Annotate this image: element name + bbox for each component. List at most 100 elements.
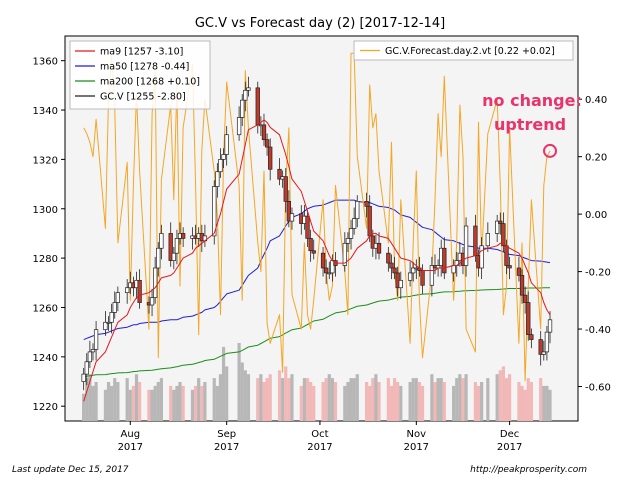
candle-body [264, 139, 270, 148]
y-left-tick-label: 1240 [33, 353, 58, 364]
volume-bar [178, 382, 182, 421]
volume-bar [442, 382, 446, 421]
candle [364, 192, 369, 218]
volume-bar [150, 389, 154, 421]
volume-bar [85, 378, 89, 421]
candle-body [495, 220, 500, 234]
candle-body [364, 201, 369, 207]
candle [538, 330, 543, 366]
candle [174, 229, 180, 265]
candle [115, 286, 121, 312]
legend-label-ma9: ma9 [1257 -3.10] [100, 47, 183, 58]
candle-body [156, 247, 161, 269]
volume-bar [386, 378, 390, 421]
candle [112, 291, 117, 319]
candle [137, 269, 142, 309]
candle [348, 219, 354, 250]
volume-bar [346, 382, 350, 421]
volume-bar [377, 382, 381, 421]
candle [429, 256, 435, 297]
candle-body [389, 262, 394, 269]
candle [529, 328, 534, 349]
volume-bar [138, 382, 142, 421]
y-right-tick-label: -0.60 [585, 383, 611, 394]
candle [93, 321, 99, 361]
candle-body [479, 245, 484, 269]
volume-bar [436, 378, 440, 421]
candle-body [351, 218, 357, 229]
candle-body [261, 124, 267, 141]
volume-bar [197, 378, 201, 421]
volume-bar [284, 366, 288, 421]
candle-body [348, 228, 354, 239]
candle-body [286, 201, 292, 222]
candle-body [277, 168, 282, 180]
volume-bars [82, 343, 552, 421]
candle-body [240, 99, 245, 118]
candle-body [541, 351, 546, 355]
candle-body [376, 242, 382, 254]
x-tick-label-year: 2017 [497, 442, 522, 453]
candle-body [342, 242, 347, 266]
candle [81, 367, 86, 391]
candle-body [106, 321, 111, 324]
candle [376, 232, 382, 260]
volume-bar [321, 382, 325, 421]
chart-title: GC.V vs Forecast day (2) [2017-12-14] [195, 16, 445, 31]
candle-body [283, 176, 288, 202]
volume-bar [225, 366, 229, 421]
candle [305, 209, 310, 248]
candle [149, 288, 155, 317]
volume-bar [414, 378, 418, 421]
volume-bar [240, 362, 244, 421]
volume-bar [508, 374, 512, 421]
candle-body [243, 89, 248, 101]
candle [224, 126, 229, 166]
candle-body [168, 233, 173, 261]
candle [526, 291, 531, 341]
candle-body [224, 134, 229, 155]
candle-body [115, 292, 121, 303]
candle-body [236, 117, 242, 136]
candle [283, 168, 288, 213]
x-tick-label-month: Nov [407, 429, 427, 440]
volume-bar [486, 378, 490, 421]
volume-bar [371, 378, 375, 421]
candle-body [84, 361, 89, 375]
ma200-series [83, 287, 550, 378]
volume-bar [259, 374, 263, 421]
volume-bar [88, 374, 92, 421]
candle [485, 222, 490, 252]
candle [171, 247, 176, 270]
volume-bar [287, 378, 291, 421]
candle-body [109, 312, 114, 323]
volume-bar [517, 382, 521, 421]
candle [240, 93, 245, 127]
candle-body [526, 302, 531, 335]
candle-body [504, 245, 509, 266]
volume-bar [433, 382, 437, 421]
volume-bar [153, 385, 157, 421]
candle-body [547, 319, 553, 333]
candle-body [153, 267, 158, 298]
volume-bar [473, 382, 477, 421]
volume-bar [125, 378, 129, 421]
candle [84, 353, 89, 386]
volume-bar [430, 374, 434, 421]
candle [243, 81, 248, 112]
candle [544, 325, 550, 361]
candle-body [112, 302, 117, 313]
candle-body [137, 279, 142, 303]
volume-bar [113, 378, 117, 421]
candle [90, 343, 96, 361]
candle-body [442, 247, 447, 274]
y-left-tick-label: 1260 [33, 303, 58, 314]
y-left-tick-label: 1320 [33, 155, 58, 166]
volume-bar [501, 366, 505, 421]
candle-body [81, 373, 86, 382]
candle [522, 286, 528, 314]
legend-right-box [353, 40, 574, 61]
candle [286, 190, 292, 228]
legend-left-box [69, 40, 211, 110]
candle-body [159, 233, 164, 249]
